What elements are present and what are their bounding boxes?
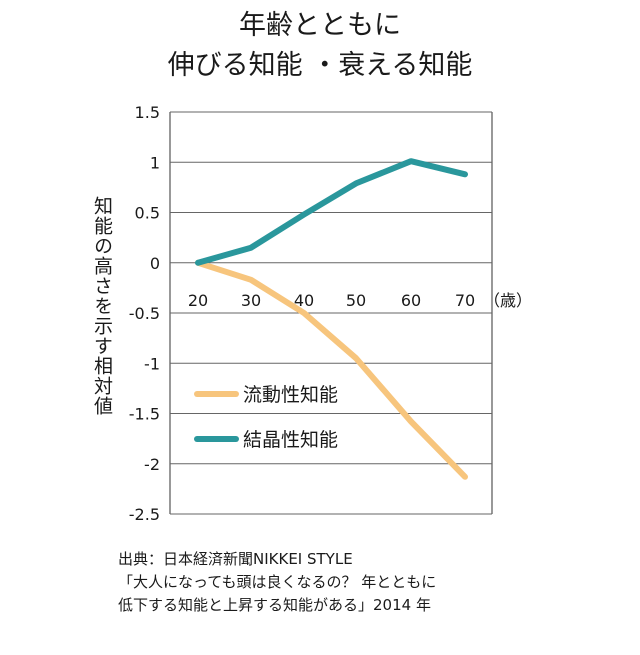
series-line-crystallized xyxy=(195,158,468,266)
chart-title-line2: 伸びる知能 ・衰える知能 xyxy=(167,50,473,81)
source-note: 出典：日本経済新聞NIKKEI STYLE 「大人になっても頭は良くなるの？ 年… xyxy=(118,548,436,617)
source-line1: 出典：日本経済新聞NIKKEI STYLE xyxy=(118,550,353,568)
y-tick-label: -0.5 xyxy=(129,304,160,323)
y-tick-label: 1 xyxy=(150,153,160,172)
x-tick-label: 50 xyxy=(346,291,366,310)
legend-label-fluid: 流動性知能 xyxy=(243,384,338,406)
y-tick-label: 0 xyxy=(150,254,160,273)
x-tick-label: 30 xyxy=(241,291,261,310)
y-axis-label: 知能の高さを示す相対値 xyxy=(91,196,113,416)
y-tick-labels: 1.5 1 0.5 0 -0.5 -1 -1.5 -2 -2.5 xyxy=(129,103,160,524)
grid xyxy=(169,111,493,515)
y-tick-label: -1 xyxy=(144,354,160,373)
legend-label-crystallized: 結晶性知能 xyxy=(243,429,338,451)
series-lines xyxy=(195,158,468,480)
x-tick-label: 40 xyxy=(294,291,314,310)
chart-title-line1: 年齢とともに xyxy=(239,10,401,41)
x-tick-label: 20 xyxy=(188,291,208,310)
x-tick-label: 60 xyxy=(401,291,421,310)
y-tick-label: 1.5 xyxy=(135,103,160,122)
y-tick-label: 0.5 xyxy=(135,204,160,223)
y-tick-label: -2.5 xyxy=(129,505,160,524)
y-tick-label: -1.5 xyxy=(129,405,160,424)
x-axis-unit: （歳） xyxy=(484,291,532,310)
y-tick-label: -2 xyxy=(144,455,160,474)
source-line3: 低下する知能と上昇する知能がある」2014 年 xyxy=(118,596,431,614)
x-tick-label: 70 xyxy=(455,291,475,310)
source-line2: 「大人になっても頭は良くなるの？ 年とともに xyxy=(118,573,437,591)
series-line-fluid xyxy=(195,259,468,480)
x-tick-labels: 20 30 40 50 60 70 xyxy=(188,291,475,310)
